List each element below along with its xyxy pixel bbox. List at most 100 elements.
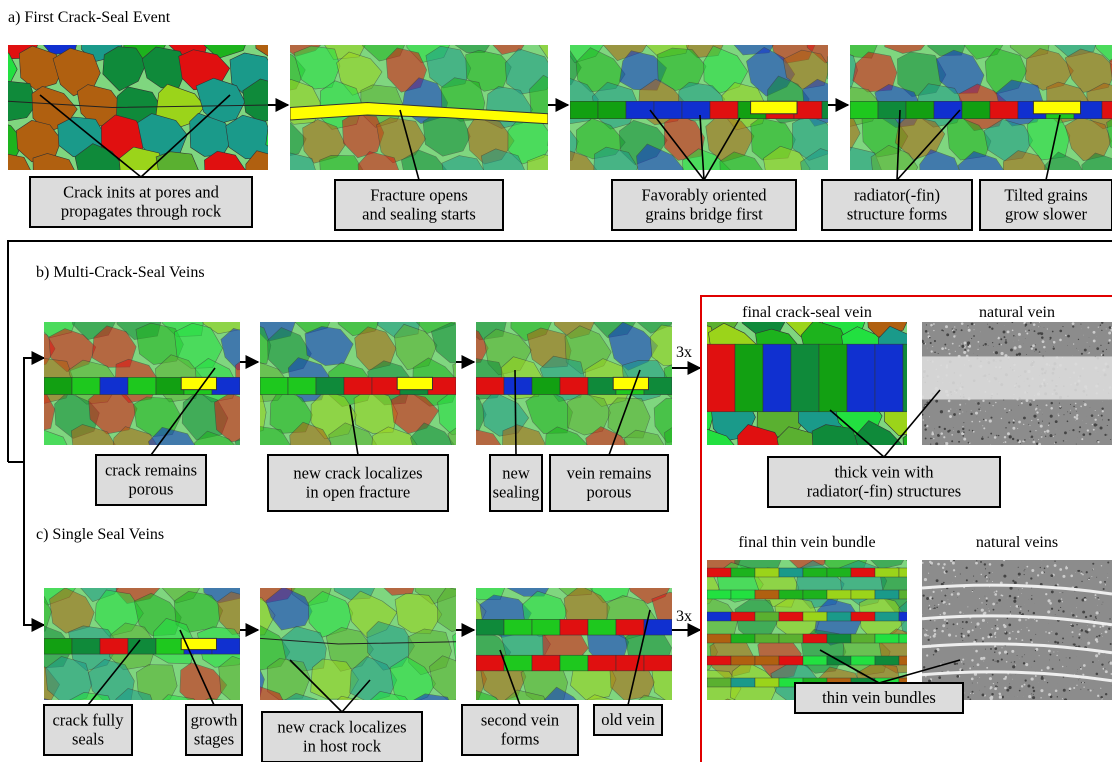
vein	[922, 583, 1112, 596]
speckle	[1012, 665, 1016, 669]
grain	[1095, 45, 1112, 62]
speckle	[1101, 633, 1103, 635]
speckle	[1008, 686, 1012, 690]
grain	[91, 325, 137, 368]
speckle	[987, 575, 988, 576]
speckle	[982, 399, 985, 403]
grain	[707, 428, 735, 445]
grain	[284, 693, 318, 700]
speckle	[1095, 672, 1099, 676]
grain	[570, 150, 598, 170]
vein-grain	[730, 589, 756, 600]
grain	[820, 731, 865, 762]
speckle	[1104, 580, 1106, 583]
vein-grain	[762, 343, 792, 413]
speckle	[954, 350, 956, 352]
photo	[922, 322, 1112, 445]
speckle	[1102, 601, 1104, 603]
speckle	[926, 629, 928, 631]
vein-grain	[790, 343, 820, 413]
speckle	[996, 624, 998, 626]
speckle	[1000, 658, 1003, 661]
pointer	[829, 409, 885, 458]
grain-image	[44, 588, 240, 700]
speckle	[946, 622, 949, 625]
callout-box	[334, 179, 504, 231]
speckle	[939, 614, 941, 616]
results-frame	[700, 295, 1112, 762]
speckle	[1083, 334, 1084, 336]
speckle	[1062, 610, 1065, 613]
speckle	[991, 628, 993, 630]
grain	[636, 322, 672, 334]
callout-text: structure forms	[847, 205, 947, 224]
speckle	[988, 610, 990, 612]
vein-grain	[707, 655, 732, 666]
speckle	[1000, 344, 1002, 346]
callout-box	[261, 711, 423, 762]
grain	[526, 154, 548, 170]
speckle	[1053, 436, 1055, 438]
vein-grain	[71, 638, 101, 655]
speckle	[1059, 568, 1063, 571]
speckle	[970, 621, 972, 623]
speckle	[963, 422, 965, 424]
speckle	[977, 608, 979, 610]
vein-grain	[754, 677, 780, 688]
speckle	[947, 599, 949, 600]
speckle	[1026, 332, 1029, 335]
speckle	[1009, 586, 1013, 590]
vein-grain	[802, 567, 828, 578]
speckle	[1096, 347, 1100, 351]
speckle	[946, 604, 947, 606]
speckle	[1104, 433, 1107, 437]
speckle	[1062, 642, 1064, 644]
speckle	[1106, 424, 1108, 427]
grain	[415, 322, 456, 334]
grain	[737, 424, 783, 445]
speckle	[1064, 431, 1067, 435]
speckle	[1043, 345, 1046, 349]
grain	[8, 80, 37, 122]
speckle	[962, 640, 964, 642]
speckle	[1059, 405, 1062, 408]
callout-box	[461, 704, 579, 756]
speckle	[932, 634, 936, 638]
speckle	[977, 402, 980, 405]
speckle	[991, 636, 993, 637]
speckle	[954, 326, 956, 328]
grain	[1054, 45, 1096, 58]
speckle	[993, 633, 996, 635]
speckle	[1030, 677, 1034, 681]
grain	[653, 528, 701, 573]
speckle	[938, 676, 942, 680]
grain	[225, 114, 268, 160]
speckle	[1012, 426, 1016, 430]
speckle	[1054, 689, 1058, 693]
speckle	[952, 330, 956, 334]
speckle	[1056, 654, 1058, 657]
vein-grain	[778, 655, 804, 666]
speckle	[1008, 435, 1012, 439]
speckle	[981, 637, 985, 640]
speckle	[1040, 676, 1044, 680]
grain	[44, 656, 93, 700]
grain	[293, 45, 341, 90]
speckle	[1018, 689, 1021, 692]
speckle	[965, 579, 968, 582]
speckle	[1018, 339, 1020, 341]
speckle	[1002, 441, 1004, 443]
speckle	[1022, 662, 1026, 665]
speckle	[1004, 407, 1006, 410]
speckle	[934, 620, 936, 622]
speckle	[1023, 570, 1025, 572]
grain	[429, 655, 456, 700]
speckle	[952, 427, 954, 428]
speckle	[980, 657, 984, 661]
speckle	[1072, 636, 1074, 638]
speckle	[1085, 422, 1087, 424]
speckle	[943, 563, 946, 566]
speckle	[1032, 344, 1035, 348]
grain	[535, 182, 583, 227]
speckle	[1023, 683, 1026, 686]
